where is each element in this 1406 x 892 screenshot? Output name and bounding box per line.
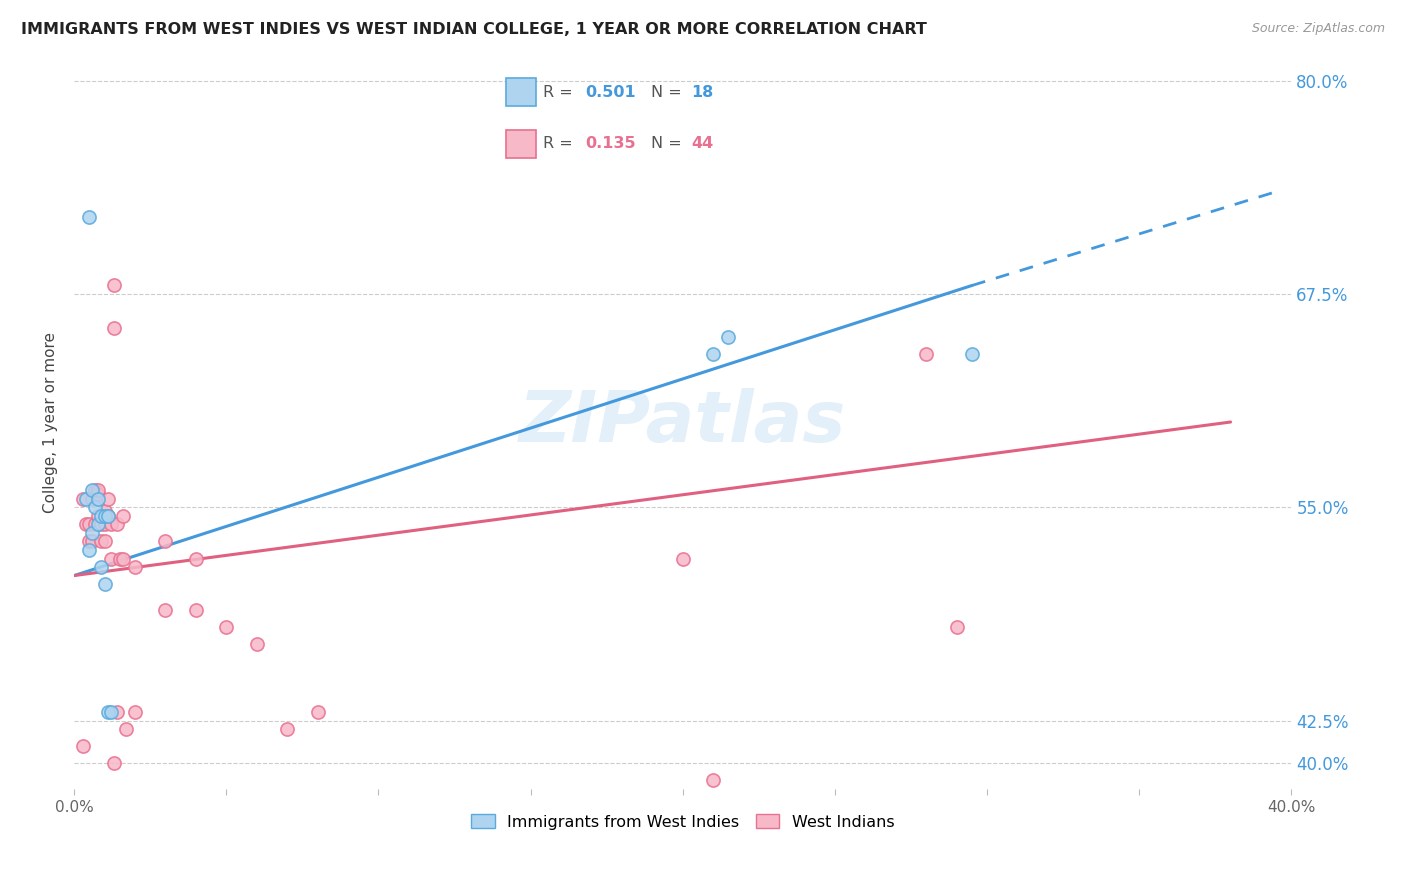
Point — [105, 705, 128, 719]
Point — [75, 517, 97, 532]
Point — [945, 620, 967, 634]
Point — [702, 347, 724, 361]
Point — [672, 551, 695, 566]
Point — [90, 560, 112, 574]
Point — [79, 517, 101, 532]
Point — [93, 504, 115, 518]
Point — [84, 483, 107, 498]
Point — [100, 551, 122, 566]
Point — [90, 508, 112, 523]
Text: 0.501: 0.501 — [585, 85, 636, 100]
Point — [105, 517, 128, 532]
Point — [72, 739, 94, 754]
Point — [82, 483, 104, 498]
Text: IMMIGRANTS FROM WEST INDIES VS WEST INDIAN COLLEGE, 1 YEAR OR MORE CORRELATION C: IMMIGRANTS FROM WEST INDIES VS WEST INDI… — [21, 22, 927, 37]
Point — [93, 577, 115, 591]
Point — [103, 321, 125, 335]
Point — [246, 637, 269, 651]
Text: 0.135: 0.135 — [585, 136, 636, 152]
Text: 44: 44 — [692, 136, 714, 152]
Point — [87, 486, 110, 500]
Point — [97, 508, 120, 523]
Point — [100, 705, 122, 719]
Text: 18: 18 — [692, 85, 714, 100]
Point — [111, 551, 134, 566]
Point — [79, 534, 101, 549]
Point — [93, 508, 115, 523]
Point — [114, 722, 136, 736]
Point — [184, 603, 207, 617]
Point — [717, 329, 740, 343]
Y-axis label: College, 1 year or more: College, 1 year or more — [44, 332, 58, 513]
Point — [90, 517, 112, 532]
Point — [84, 500, 107, 515]
FancyBboxPatch shape — [506, 130, 536, 158]
Text: Source: ZipAtlas.com: Source: ZipAtlas.com — [1251, 22, 1385, 36]
Point — [82, 525, 104, 540]
Point — [93, 534, 115, 549]
Point — [87, 517, 110, 532]
Point — [82, 491, 104, 506]
FancyBboxPatch shape — [506, 78, 536, 106]
Point — [215, 620, 238, 634]
Point — [87, 483, 110, 498]
Point — [111, 508, 134, 523]
Point — [79, 211, 101, 225]
Point — [87, 508, 110, 523]
Point — [100, 517, 122, 532]
Point — [103, 278, 125, 293]
Text: R =: R = — [543, 136, 578, 152]
Point — [184, 551, 207, 566]
Text: ZIPatlas: ZIPatlas — [519, 387, 846, 457]
Point — [276, 722, 298, 736]
Point — [84, 517, 107, 532]
Point — [915, 347, 938, 361]
Text: N =: N = — [651, 85, 688, 100]
Point — [79, 543, 101, 558]
Point — [124, 560, 146, 574]
Point — [97, 705, 120, 719]
Point — [97, 491, 120, 506]
Point — [155, 534, 177, 549]
Point — [93, 517, 115, 532]
Point — [82, 534, 104, 549]
Point — [960, 347, 983, 361]
Point — [75, 491, 97, 506]
Point — [702, 773, 724, 788]
Point — [155, 603, 177, 617]
Point — [124, 705, 146, 719]
Text: N =: N = — [651, 136, 688, 152]
Point — [103, 756, 125, 771]
Text: R =: R = — [543, 85, 578, 100]
Point — [72, 491, 94, 506]
Legend: Immigrants from West Indies, West Indians: Immigrants from West Indies, West Indian… — [464, 807, 901, 836]
Point — [97, 508, 120, 523]
Point — [307, 705, 329, 719]
Point — [87, 491, 110, 506]
Point — [90, 534, 112, 549]
Point — [108, 551, 131, 566]
